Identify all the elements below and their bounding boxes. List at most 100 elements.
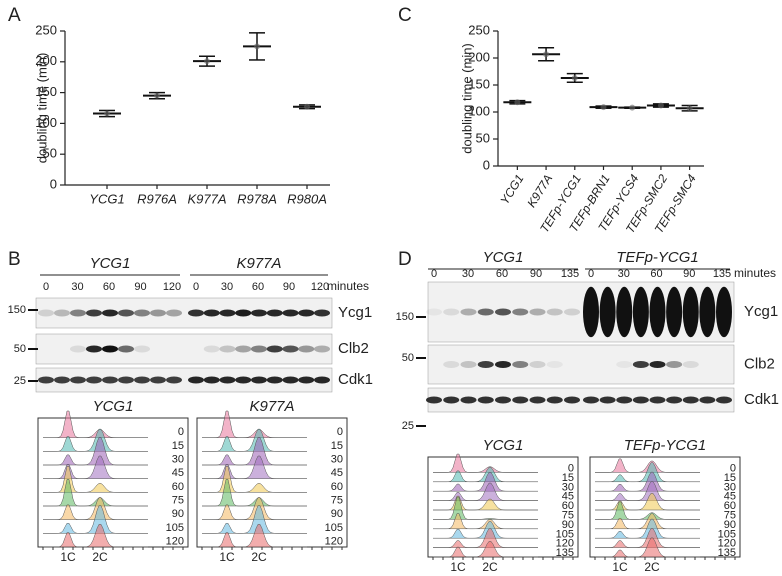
time-label: 15 (331, 440, 343, 452)
band (632, 396, 649, 404)
time-label: 75 (562, 510, 574, 522)
band (102, 309, 118, 317)
flow-box (196, 417, 348, 548)
band (460, 396, 477, 404)
histogram (433, 467, 538, 483)
time-label: 30 (562, 481, 574, 493)
histogram (595, 458, 700, 473)
time-label: 0 (43, 281, 49, 293)
histogram (595, 528, 700, 548)
time-label: 15 (562, 472, 574, 484)
time-label: 120 (166, 535, 184, 547)
band (102, 376, 118, 384)
band (649, 361, 666, 368)
band (251, 376, 267, 384)
protein-label: Cdk1 (744, 391, 779, 408)
histogram (43, 505, 148, 534)
protein-label: Ycg1 (744, 303, 778, 320)
band (298, 345, 315, 353)
time-label: 30 (618, 268, 630, 280)
marker-label: 50 (402, 352, 414, 364)
time-label: 135 (561, 268, 579, 280)
marker-label: 25 (402, 420, 414, 432)
flow-title: YCG1 (93, 398, 134, 415)
band (649, 396, 666, 404)
histogram (433, 472, 538, 492)
band (583, 286, 599, 338)
band (118, 345, 134, 353)
band (546, 396, 563, 404)
time-label: 120 (718, 538, 736, 550)
time-label: 0 (730, 463, 736, 475)
histogram (202, 410, 307, 438)
peak-label: 1C (450, 560, 466, 574)
y-tick-label: 250 (35, 22, 57, 37)
band (203, 376, 220, 384)
time-label: 60 (103, 281, 115, 293)
time-label: 15 (724, 472, 736, 484)
time-label: 120 (163, 281, 181, 293)
time-label: 0 (588, 268, 594, 280)
peak-label: 1C (219, 550, 235, 564)
data-point (657, 102, 664, 109)
unit-label: minutes (734, 266, 776, 280)
marker-label: 150 (8, 304, 26, 316)
time-label: 60 (562, 500, 574, 512)
panel-label: C (398, 5, 412, 26)
band (512, 396, 529, 404)
band (682, 396, 699, 404)
x-tick-label: K977A (524, 172, 555, 210)
histogram (595, 518, 700, 539)
time-label: 120 (311, 281, 329, 293)
x-tick-label: R978A (237, 191, 277, 206)
time-label: 45 (724, 491, 736, 503)
protein-label: Ycg1 (338, 304, 372, 321)
band (219, 376, 236, 384)
group-label: K977A (236, 255, 281, 272)
time-label: 60 (650, 268, 662, 280)
protein-label: Cdk1 (338, 371, 373, 388)
band (266, 376, 283, 384)
data-point (304, 103, 310, 110)
band (282, 376, 299, 384)
time-label: 90 (562, 519, 574, 531)
flow-box (37, 417, 189, 548)
band (495, 308, 511, 316)
time-label: 135 (556, 547, 574, 559)
y-tick-label: 150 (468, 76, 490, 91)
band (599, 396, 616, 404)
histogram (202, 497, 307, 520)
x-tick-label: R980A (287, 191, 327, 206)
marker-label: 150 (396, 311, 414, 323)
time-label: 60 (331, 481, 343, 493)
time-label: 0 (193, 281, 199, 293)
time-label: 135 (718, 547, 736, 559)
histogram (43, 437, 148, 466)
time-label: 60 (252, 281, 264, 293)
peak-label: 2C (482, 560, 498, 574)
time-label: 105 (556, 528, 574, 540)
band (666, 361, 683, 368)
band (426, 396, 442, 404)
histogram (595, 513, 700, 530)
panel-label: D (398, 249, 412, 270)
band (134, 309, 150, 317)
time-label: 90 (724, 519, 736, 531)
flow-title: TEFp-YCG1 (624, 437, 707, 454)
band (251, 309, 267, 317)
band (529, 361, 546, 368)
band (699, 396, 716, 404)
time-label: 0 (568, 463, 574, 475)
flow-box (589, 456, 741, 558)
band (616, 361, 633, 368)
data-point (254, 43, 260, 50)
band (203, 345, 220, 353)
band (529, 308, 546, 316)
band (86, 309, 102, 317)
time-label: 120 (325, 535, 343, 547)
band (251, 345, 267, 353)
time-label: 90 (331, 508, 343, 520)
band (546, 308, 563, 316)
y-tick-label: 0 (483, 157, 490, 172)
time-label: 45 (562, 491, 574, 503)
